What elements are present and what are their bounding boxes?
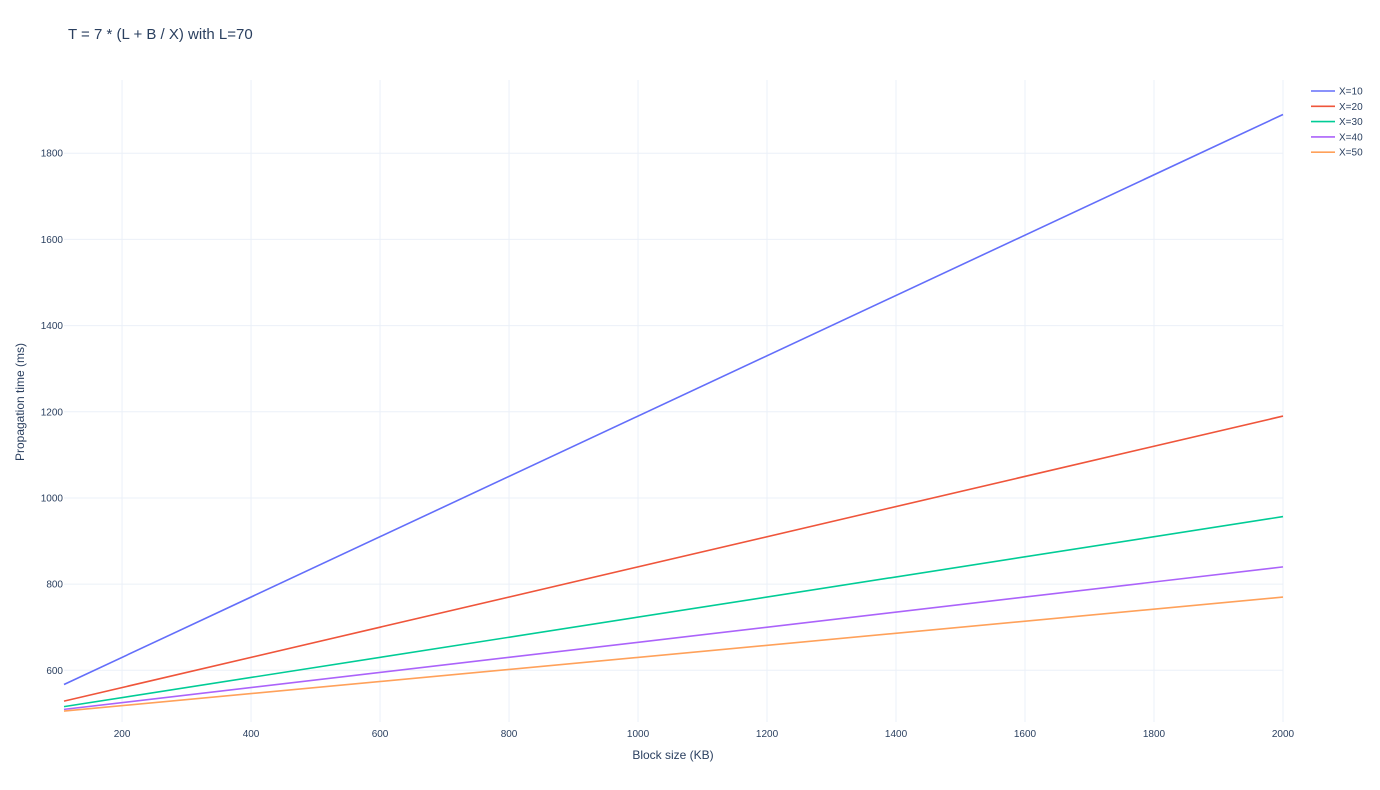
x-tick-label: 1600 <box>1014 729 1037 740</box>
y-axis-ticks: 600 800 1000 1200 1400 1600 1800 <box>41 149 64 677</box>
legend-item[interactable]: X=40 <box>1311 132 1363 143</box>
x-tick-label: 1800 <box>1143 729 1166 740</box>
legend-item[interactable]: X=30 <box>1311 117 1363 128</box>
x-tick-label: 600 <box>372 729 389 740</box>
legend-label: X=30 <box>1339 117 1363 128</box>
series-line-x-20[interactable] <box>63 415 1284 702</box>
legend-item[interactable]: X=20 <box>1311 102 1363 113</box>
series-line-x-30[interactable] <box>63 515 1284 708</box>
legend-label: X=50 <box>1339 148 1363 159</box>
x-tick-label: 200 <box>114 729 131 740</box>
x-axis-title: Block size (KB) <box>632 748 713 762</box>
series-line-x-50[interactable] <box>63 596 1284 712</box>
legend-label: X=10 <box>1339 87 1363 98</box>
y-axis-title: Propagation time (ms) <box>13 343 27 461</box>
y-tick-label: 1600 <box>41 235 64 246</box>
y-tick-label: 1400 <box>41 321 64 332</box>
x-tick-label: 1400 <box>885 729 908 740</box>
x-tick-label: 1000 <box>627 729 650 740</box>
grid-layer <box>64 80 1284 722</box>
y-tick-label: 1000 <box>41 493 64 504</box>
legend-item[interactable]: X=10 <box>1311 87 1363 98</box>
series-line-x-40[interactable] <box>63 566 1284 711</box>
legend-label: X=40 <box>1339 132 1363 143</box>
x-tick-label: 800 <box>501 729 518 740</box>
y-tick-label: 1800 <box>41 149 64 160</box>
legend: X=10 X=20 X=30 X=40 X=50 <box>1311 87 1363 159</box>
legend-label: X=20 <box>1339 102 1363 113</box>
x-tick-label: 2000 <box>1272 729 1295 740</box>
series-line-x-10[interactable] <box>63 113 1284 686</box>
y-tick-label: 1200 <box>41 407 64 418</box>
y-tick-label: 600 <box>46 666 63 677</box>
x-axis-ticks: 200 400 600 800 1000 1200 1400 1600 1800 2000 <box>114 729 1295 740</box>
legend-item[interactable]: X=50 <box>1311 148 1363 159</box>
y-tick-label: 800 <box>46 580 63 591</box>
series-layer <box>63 113 1284 712</box>
x-tick-label: 400 <box>243 729 260 740</box>
chart-title: T = 7 * (L + B / X) with L=70 <box>68 26 253 43</box>
x-tick-label: 1200 <box>756 729 779 740</box>
